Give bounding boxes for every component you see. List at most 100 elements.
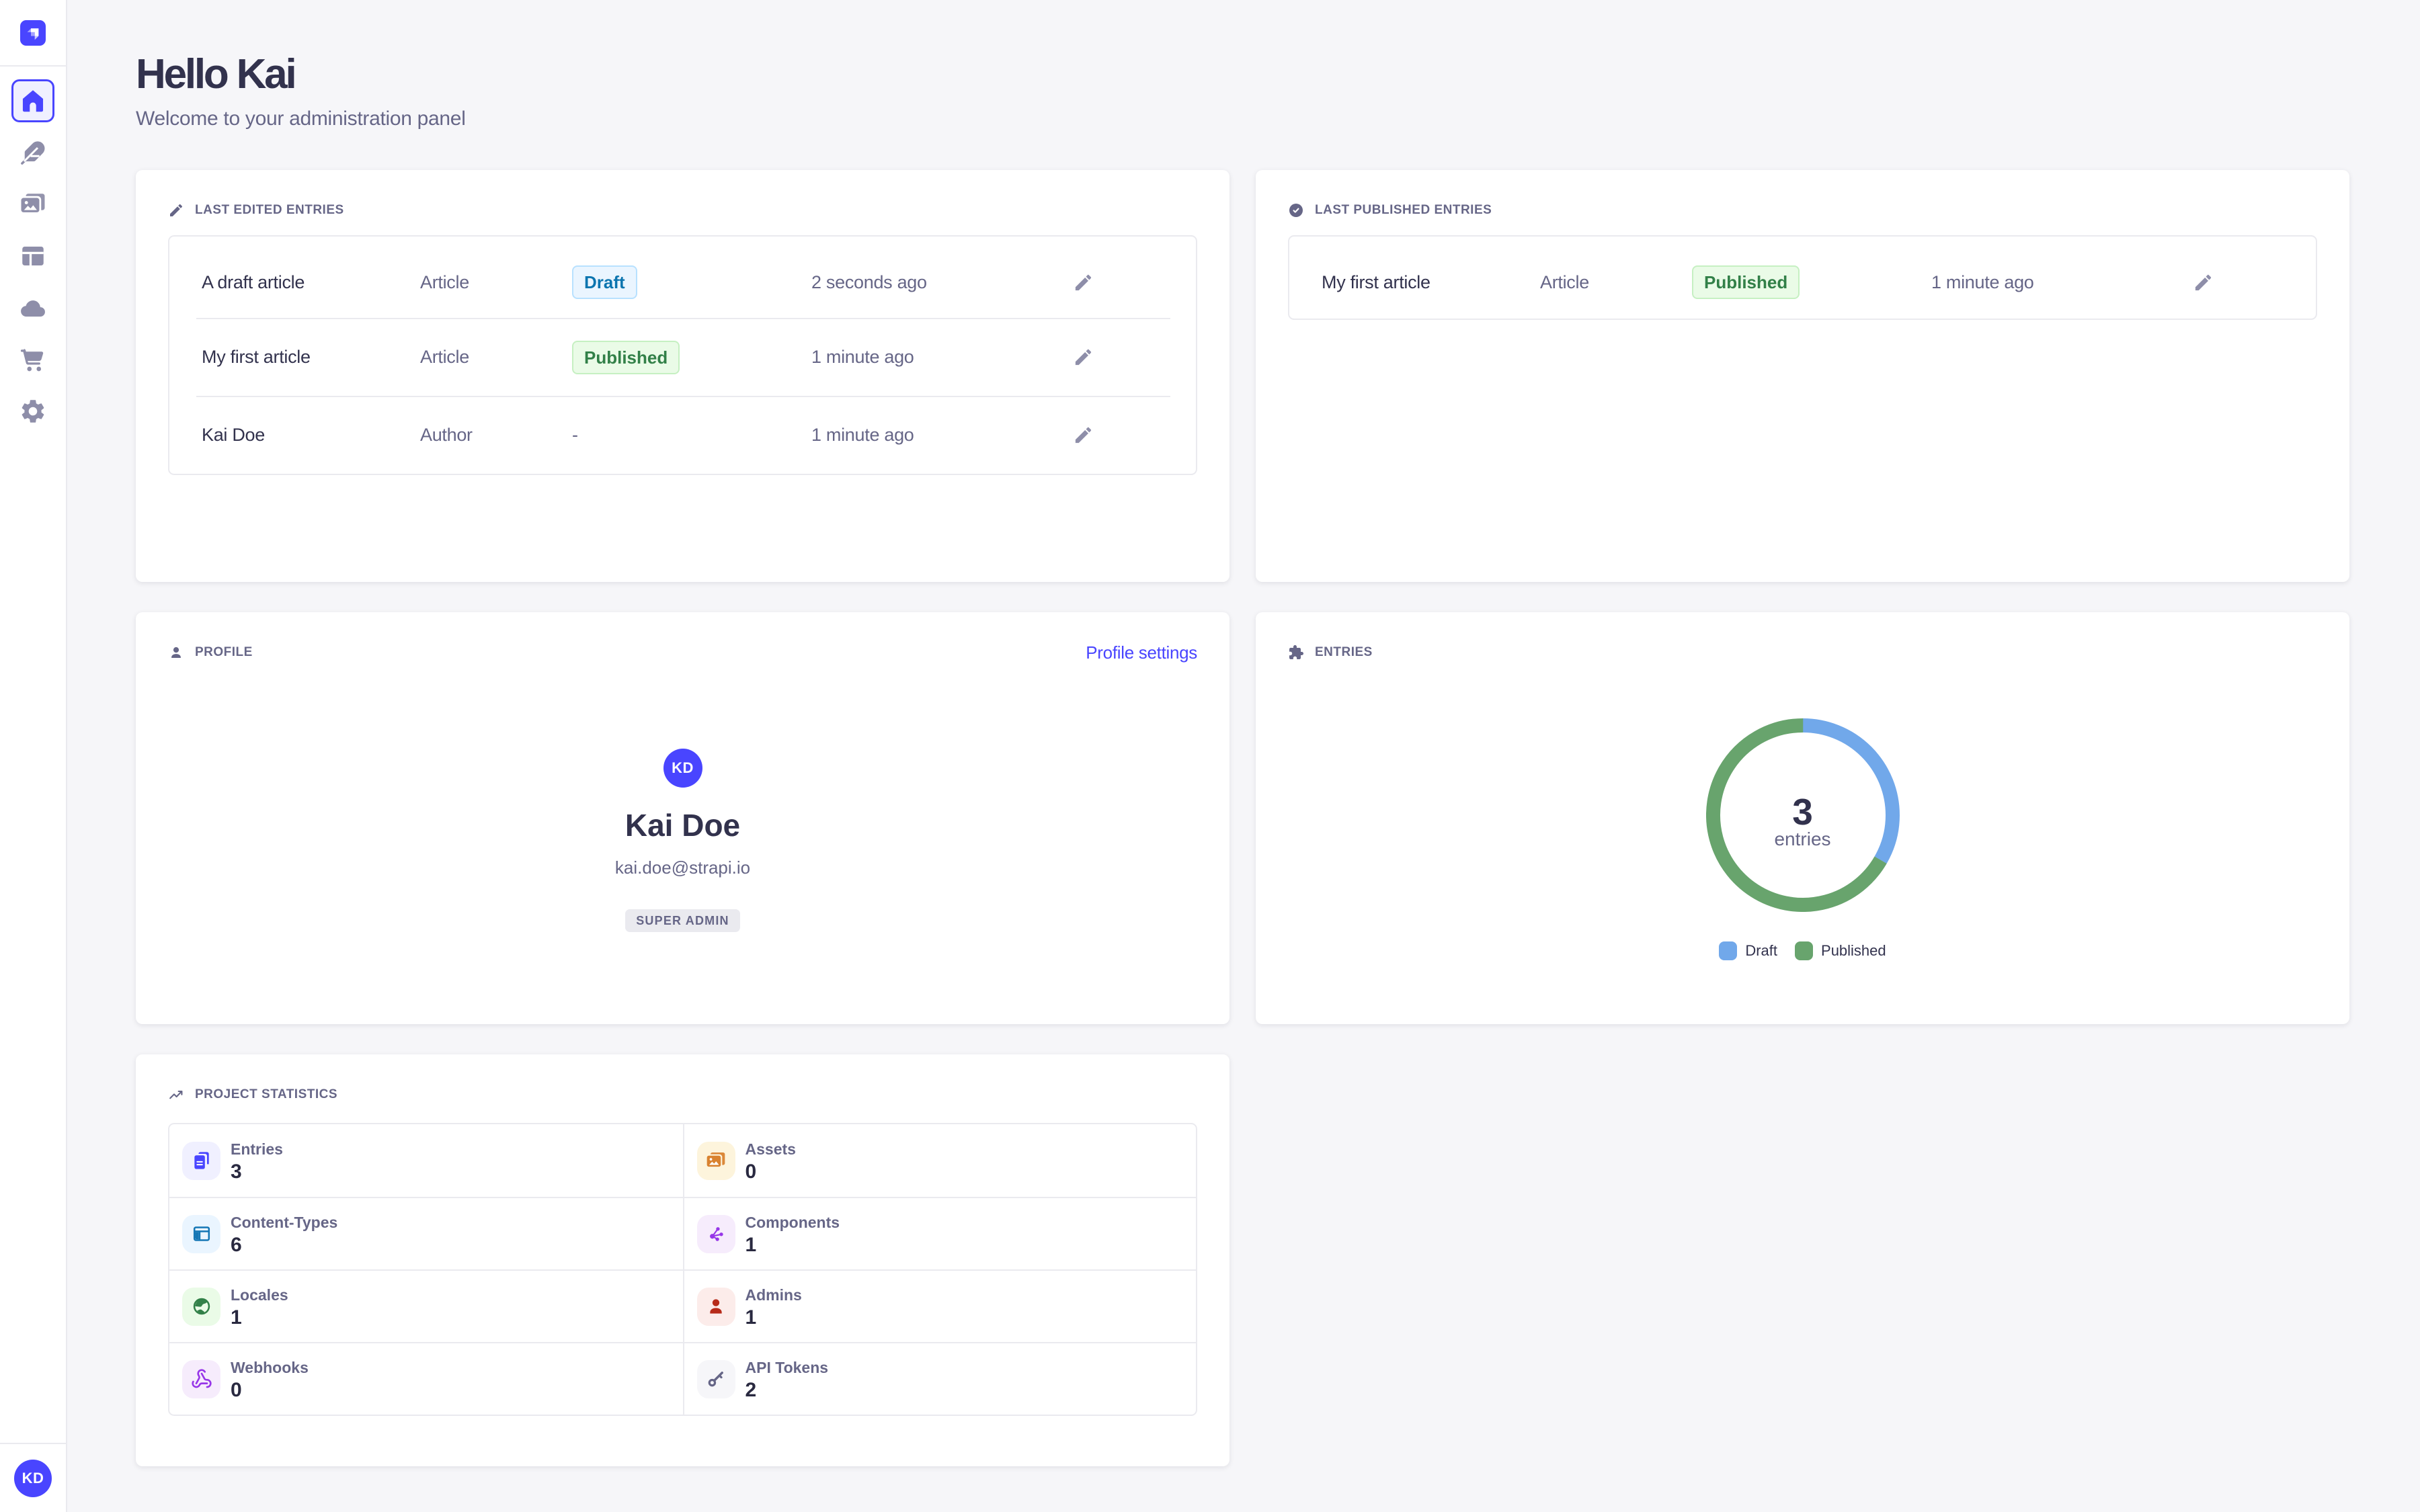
network-icon [705,1223,727,1245]
statistic-item: Admins 1 [682,1269,1196,1342]
entry-title: My first article [1322,271,1430,292]
table-row[interactable]: My first article Article Published 1 min… [1289,237,2316,319]
statistic-label: Assets [745,1140,796,1158]
legend-label: Draft [1745,942,1778,959]
profile-settings-link[interactable]: Profile settings [1086,642,1197,663]
widget-entries-header: ENTRIES [1288,644,2317,661]
widget-last-published-header: LAST PUBLISHED ENTRIES [1288,202,2317,218]
statistic-icon-tile [696,1359,735,1398]
statistic-label: Webhooks [231,1359,309,1376]
widget-last-published: LAST PUBLISHED ENTRIES My first article … [1256,170,2349,582]
sidebar-item-content-type-builder[interactable] [11,235,54,278]
entry-title: A draft article [202,271,305,292]
sidebar-user-avatar[interactable]: KD [14,1460,52,1497]
entry-kind: Article [420,347,469,368]
sidebar-item-marketplace[interactable] [11,338,54,381]
sidebar-item-media-library[interactable] [11,183,54,226]
cart-icon [19,345,47,374]
statistic-icon-tile [182,1287,220,1326]
donut-center: 3 entries [1706,718,1900,912]
statistic-item: Webhooks 0 [169,1342,683,1415]
sidebar-item-deploy[interactable] [11,286,54,329]
edit-entry-button[interactable] [1071,423,1095,447]
statistic-icon-tile [696,1141,735,1180]
entry-status: Draft [572,265,811,299]
legend-swatch [1719,941,1738,960]
statistic-item: Components 1 [682,1197,1196,1269]
legend-item: Published [1795,941,1886,960]
entry-updated-time: 1 minute ago [811,347,914,368]
table-row[interactable]: A draft article Article Draft 2 seconds … [169,237,1196,319]
entry-updated-time: 2 seconds ago [811,271,927,292]
widget-title: ENTRIES [1315,645,1373,659]
entry-title: My first article [202,347,311,368]
statistic-value: 3 [231,1161,242,1183]
statistic-label: Entries [231,1140,283,1158]
trending-up-icon [168,1087,184,1103]
widget-title: LAST PUBLISHED ENTRIES [1315,203,1492,217]
sidebar-item-settings[interactable] [11,390,54,433]
strapi-logo-icon[interactable] [20,19,46,46]
statistic-value: 1 [745,1234,757,1256]
widget-last-edited-header: LAST EDITED ENTRIES [168,202,1197,218]
images-icon [705,1150,727,1171]
statistics-grid: Entries 3 Assets 0 Content-Types 6 Compo… [168,1123,1197,1416]
globe-icon [191,1296,212,1317]
widget-last-edited: LAST EDITED ENTRIES A draft article Arti… [136,170,1229,582]
widget-title: PROJECT STATISTICS [195,1087,338,1101]
statistic-label: Locales [231,1286,288,1304]
person-icon [705,1296,727,1317]
table-row[interactable]: Kai Doe Author - 1 minute ago [169,395,1196,474]
entries-donut-chart: 3 entries [1705,718,1900,912]
statistic-value: 1 [231,1306,242,1329]
statistic-item: API Tokens 2 [682,1342,1196,1415]
webhook-icon [191,1368,212,1390]
feather-icon [19,138,47,167]
statistic-value: 0 [745,1161,757,1183]
check-circle-icon [1288,202,1304,218]
statistic-label: Admins [745,1286,802,1304]
widget-statistics-header: PROJECT STATISTICS [168,1087,1197,1103]
table-row[interactable]: My first article Article Published 1 min… [169,318,1196,396]
statistic-item: Entries 3 [169,1124,683,1197]
widget-entries-chart: ENTRIES 3 entries Draft Published [1256,612,2349,1024]
statistic-value: 1 [745,1306,757,1329]
legend-swatch [1795,941,1814,960]
sidebar-bottom: KD [0,1443,66,1512]
statistic-value: 0 [231,1379,242,1401]
profile-avatar: KD [663,749,702,788]
entry-status: Published [1692,265,1931,299]
statistic-label: API Tokens [745,1359,829,1376]
widget-profile: PROFILE Profile settings KD Kai Doe kai.… [136,612,1229,1024]
page-title: Hello Kai [136,51,297,97]
edit-entry-button[interactable] [1071,270,1095,294]
donut-total-label: entries [1774,829,1831,849]
layout2-icon [191,1223,212,1245]
statistic-label: Components [745,1214,840,1231]
statistic-item: Assets 0 [682,1124,1197,1197]
layout-icon [19,242,47,270]
cloud-icon [19,294,47,322]
sidebar: KD [0,0,67,1512]
pencil-icon [1073,425,1094,446]
widget-project-statistics: PROJECT STATISTICS Entries 3 Assets 0 Co… [136,1054,1229,1466]
profile-role-badge: SUPER ADMIN [625,909,740,932]
sidebar-item-home[interactable] [11,79,54,122]
edit-entry-button[interactable] [2191,270,2215,294]
donut-total: 3 [1792,791,1813,833]
profile-body: KD Kai Doe kai.doe@strapi.io SUPER ADMIN [136,612,1229,932]
legend-item: Draft [1719,941,1777,960]
pencil-icon [1073,272,1094,293]
profile-name: Kai Doe [624,808,741,843]
statistic-value: 6 [231,1234,242,1256]
edit-entry-button[interactable] [1071,345,1095,370]
statistic-item: Content-Types 6 [169,1197,683,1269]
entry-updated-time: 1 minute ago [811,424,914,445]
page-header: Hello Kai Welcome to your administration… [67,0,2420,132]
entry-kind: Author [420,424,473,445]
statistic-icon-tile [182,1214,220,1253]
sidebar-item-content-manager[interactable] [11,131,54,174]
statistic-item: Locales 1 [169,1269,683,1342]
statistic-icon-tile [182,1141,220,1180]
pencil-icon [1073,347,1094,368]
